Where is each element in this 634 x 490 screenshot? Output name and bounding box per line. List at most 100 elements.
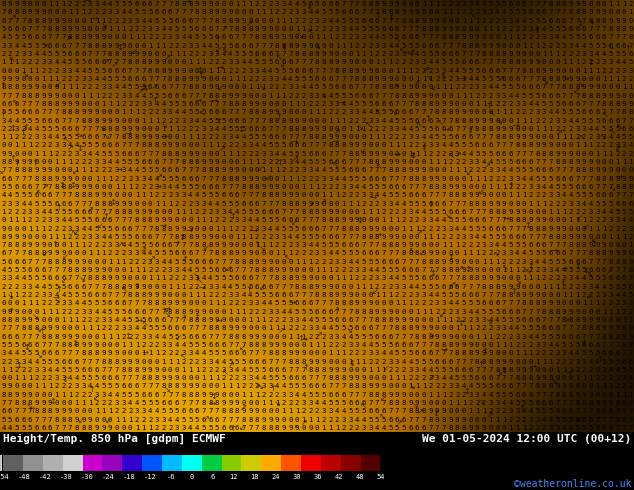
- Text: 0: 0: [515, 43, 519, 49]
- Text: 9: 9: [55, 408, 59, 415]
- Text: 8: 8: [462, 275, 466, 281]
- Text: 9: 9: [281, 342, 286, 348]
- Text: 3: 3: [435, 143, 439, 148]
- Text: 1: 1: [495, 109, 500, 115]
- Text: 0: 0: [21, 151, 25, 157]
- Text: 9: 9: [261, 259, 266, 265]
- Text: 0: 0: [255, 250, 259, 256]
- Text: 3: 3: [588, 209, 593, 215]
- Text: 4: 4: [328, 93, 333, 98]
- Text: 0: 0: [248, 168, 252, 173]
- Text: 4: 4: [28, 126, 32, 132]
- Text: ↖: ↖: [198, 109, 205, 118]
- Text: 6: 6: [301, 225, 306, 232]
- Text: 7: 7: [81, 126, 86, 132]
- Text: 6: 6: [495, 300, 500, 306]
- Text: 1: 1: [148, 425, 152, 431]
- Text: 1: 1: [8, 367, 12, 373]
- Text: 7: 7: [301, 217, 306, 223]
- Text: 9: 9: [348, 292, 353, 298]
- Text: 0: 0: [602, 84, 606, 90]
- Text: 8: 8: [48, 408, 52, 415]
- Text: 5: 5: [475, 68, 479, 74]
- Text: 7: 7: [401, 259, 406, 265]
- Text: 3: 3: [501, 250, 506, 256]
- Text: 6: 6: [522, 159, 526, 165]
- Text: 5: 5: [395, 425, 399, 431]
- Text: 3: 3: [355, 267, 359, 273]
- Text: 4: 4: [34, 359, 39, 365]
- Text: 3: 3: [28, 284, 32, 290]
- Text: 8: 8: [195, 9, 199, 16]
- Text: 9: 9: [582, 159, 586, 165]
- Text: 0: 0: [121, 425, 126, 431]
- Text: 1: 1: [595, 68, 600, 74]
- Text: 7: 7: [628, 425, 633, 431]
- Text: 2: 2: [242, 300, 246, 306]
- Text: 4: 4: [181, 342, 186, 348]
- Text: 8: 8: [582, 400, 586, 406]
- Text: 2: 2: [61, 225, 65, 232]
- Text: 0: 0: [15, 68, 19, 74]
- Text: 5: 5: [248, 367, 252, 373]
- Text: 3: 3: [628, 300, 633, 306]
- Text: 6: 6: [382, 259, 386, 265]
- Text: 1: 1: [569, 59, 573, 65]
- Text: 3: 3: [275, 76, 279, 82]
- Text: 3: 3: [508, 250, 513, 256]
- Text: 7: 7: [221, 26, 226, 32]
- Text: 9: 9: [609, 325, 613, 331]
- Text: 8: 8: [328, 375, 333, 381]
- Text: 9: 9: [622, 101, 626, 107]
- Text: 8: 8: [328, 292, 333, 298]
- Text: 4: 4: [609, 367, 613, 373]
- Text: 2: 2: [482, 93, 486, 98]
- Text: 7: 7: [582, 334, 586, 340]
- Text: 8: 8: [295, 126, 299, 132]
- Text: 3: 3: [248, 375, 252, 381]
- Text: 8: 8: [541, 225, 546, 232]
- Text: 6: 6: [462, 134, 466, 140]
- Text: 9: 9: [535, 292, 540, 298]
- Text: 8: 8: [528, 375, 533, 381]
- Text: 7: 7: [208, 176, 212, 182]
- Text: 2: 2: [562, 359, 566, 365]
- Bar: [242, 455, 261, 471]
- Text: 9: 9: [361, 300, 366, 306]
- Text: 2: 2: [75, 1, 79, 7]
- Text: 6: 6: [469, 59, 473, 65]
- Text: 2: 2: [221, 375, 226, 381]
- Text: 0: 0: [488, 109, 493, 115]
- Text: 7: 7: [541, 84, 546, 90]
- Text: 9: 9: [228, 168, 233, 173]
- Text: 0: 0: [101, 416, 106, 423]
- Text: 7: 7: [221, 334, 226, 340]
- Text: 0: 0: [355, 134, 359, 140]
- Text: 1: 1: [482, 408, 486, 415]
- Text: 1: 1: [482, 26, 486, 32]
- Text: 6: 6: [522, 317, 526, 323]
- Text: 1: 1: [488, 259, 493, 265]
- Text: ↕: ↕: [58, 181, 65, 191]
- Text: 1: 1: [588, 143, 593, 148]
- Text: 6: 6: [174, 325, 179, 331]
- Text: 5: 5: [301, 151, 306, 157]
- Text: 9: 9: [375, 76, 379, 82]
- Text: ↘: ↘: [409, 382, 416, 391]
- Text: 4: 4: [615, 292, 619, 298]
- Text: 5: 5: [174, 334, 179, 340]
- Text: ↙: ↙: [614, 144, 621, 153]
- Text: 2: 2: [88, 9, 93, 16]
- Text: 0: 0: [255, 325, 259, 331]
- Text: 5: 5: [34, 275, 39, 281]
- Text: 6: 6: [522, 234, 526, 240]
- Text: 0: 0: [395, 225, 399, 232]
- Text: 8: 8: [569, 159, 573, 165]
- Text: 6: 6: [55, 350, 59, 356]
- Text: 6: 6: [261, 284, 266, 290]
- Text: 2: 2: [255, 151, 259, 157]
- Text: 8: 8: [208, 168, 212, 173]
- Text: 8: 8: [248, 184, 252, 190]
- Text: 4: 4: [48, 209, 52, 215]
- Text: 4: 4: [501, 9, 506, 16]
